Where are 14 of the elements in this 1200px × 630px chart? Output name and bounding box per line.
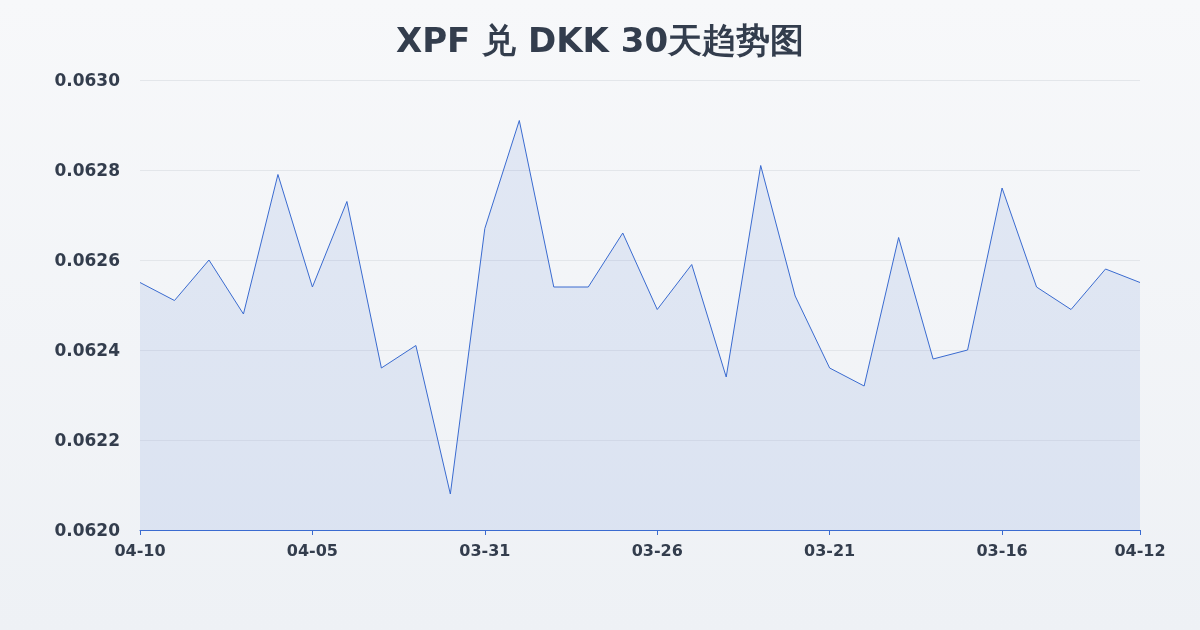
x-tick-label: 03-21	[804, 540, 856, 560]
chart-title: XPF 兑 DKK 30天趋势图	[395, 20, 805, 60]
y-tick-label: 0.0626	[54, 250, 120, 270]
y-tick-label: 0.0628	[54, 160, 120, 180]
x-tick-label: 04-10	[114, 540, 166, 560]
y-tick-label: 0.0624	[54, 340, 121, 360]
x-tick-label: 04-05	[286, 540, 338, 560]
x-tick-label: 04-12	[1114, 540, 1166, 560]
x-tick-label: 03-31	[459, 540, 511, 560]
x-tick-label: 03-26	[631, 540, 683, 560]
y-tick-label: 0.0630	[54, 70, 121, 90]
y-tick-label: 0.0622	[54, 430, 120, 450]
x-tick-label: 03-16	[976, 540, 1028, 560]
y-tick-label: 0.0620	[54, 520, 121, 540]
